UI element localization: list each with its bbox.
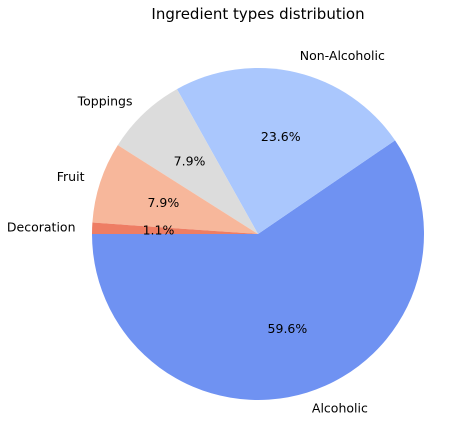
chart-title: Ingredient types distribution (151, 5, 364, 23)
slice-percent-non-alcoholic: 23.6% (261, 129, 301, 144)
slice-percent-alcoholic: 59.6% (268, 321, 308, 336)
pie-slice-decoration (92, 222, 258, 234)
slice-percent-fruit: 7.9% (147, 195, 179, 210)
slice-label-decoration: Decoration (7, 220, 76, 235)
slice-percent-toppings: 7.9% (174, 154, 206, 169)
pie-labels: Alcoholic 59.6% Non-Alcoholic 23.6% Toppings… (7, 48, 385, 415)
pie-slices (92, 68, 424, 400)
slice-label-alcoholic: Alcoholic (312, 400, 368, 415)
slice-label-non-alcoholic: Non-Alcoholic (300, 48, 385, 63)
pie-slice-alcoholic (92, 140, 424, 400)
slice-label-toppings: Toppings (77, 93, 133, 108)
pie-slice-toppings (117, 89, 258, 234)
slice-percent-decoration: 1.1% (143, 223, 175, 238)
slice-label-fruit: Fruit (57, 169, 85, 184)
pie-slice-fruit (92, 145, 258, 234)
pie-slice-non-alcoholic (176, 68, 396, 234)
